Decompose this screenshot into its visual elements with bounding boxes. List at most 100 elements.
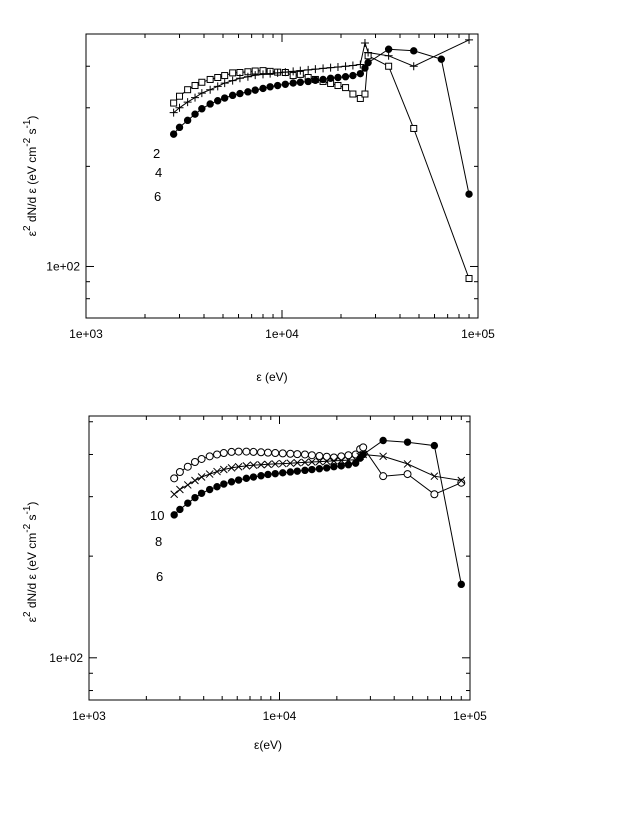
data-point	[271, 469, 279, 478]
data-point	[184, 86, 192, 94]
data-point	[430, 472, 439, 481]
data-point	[457, 580, 465, 589]
series-label: 2	[153, 146, 160, 161]
data-point	[457, 478, 466, 487]
y-label-text: dN/d ε (eV cm	[25, 147, 39, 226]
data-point	[170, 99, 178, 107]
y-tick-label: 1e+02	[49, 651, 83, 665]
data-point	[197, 489, 206, 497]
y-label-text: )	[25, 502, 39, 506]
data-point	[326, 63, 335, 72]
y-label-superscript: 2	[22, 611, 33, 617]
data-point	[364, 58, 372, 67]
data-point	[286, 468, 295, 476]
data-point	[356, 94, 364, 102]
data-point	[175, 123, 184, 132]
data-point	[170, 511, 178, 519]
series-label: 4	[155, 165, 162, 180]
data-point	[183, 98, 192, 107]
data-point	[334, 82, 342, 90]
data-point	[191, 110, 199, 118]
data-point	[296, 66, 305, 75]
series-8-x: 8	[155, 450, 466, 549]
data-point	[266, 83, 274, 91]
data-point	[349, 71, 357, 80]
data-point	[279, 469, 287, 477]
data-point	[356, 60, 365, 69]
data-point	[293, 458, 302, 467]
data-point	[315, 465, 324, 473]
data-point	[183, 481, 192, 489]
series-4-plus: 4	[155, 35, 474, 180]
data-point	[273, 68, 282, 77]
data-point	[385, 62, 393, 70]
data-point	[315, 451, 324, 460]
data-point	[301, 458, 309, 467]
data-point	[191, 82, 199, 90]
data-point	[337, 452, 346, 461]
data-point	[286, 459, 295, 468]
data-point	[403, 470, 412, 479]
data-point	[337, 456, 346, 465]
y-axis-label: ε2 dN/d ε (eV cm-2 s-1)	[22, 116, 39, 237]
data-point	[278, 449, 287, 458]
data-point	[170, 474, 179, 483]
data-point	[249, 473, 258, 481]
data-point	[228, 91, 237, 100]
data-point	[307, 451, 316, 460]
x-tick-label: 1e+04	[263, 709, 297, 723]
series-label: 6	[156, 569, 163, 584]
data-point	[213, 483, 221, 491]
data-point	[249, 461, 258, 469]
data-point	[228, 76, 237, 85]
y-tick-label: 1e+02	[46, 259, 80, 273]
data-point	[214, 97, 222, 105]
data-point	[344, 461, 353, 469]
data-point	[379, 436, 387, 445]
data-point	[457, 476, 466, 485]
x-axis-label: ε (eV)	[256, 370, 287, 384]
data-point	[205, 452, 214, 461]
data-point	[322, 457, 331, 466]
y-axis-label: ε2 dN/d ε (eV cm-2 s-1)	[22, 502, 39, 623]
data-point	[213, 82, 222, 91]
series-10-open-circle: 10	[150, 443, 466, 523]
data-point	[191, 93, 200, 102]
data-point	[236, 89, 244, 98]
data-point	[234, 476, 243, 484]
series-6-filled-circle: 6	[156, 436, 465, 589]
data-point	[301, 466, 309, 475]
data-point	[244, 88, 252, 96]
data-point	[342, 84, 350, 92]
data-point	[219, 449, 228, 458]
data-point	[361, 90, 369, 98]
data-point	[219, 465, 228, 474]
data-point	[264, 460, 272, 469]
data-point	[319, 75, 327, 84]
data-point	[326, 74, 335, 82]
data-point	[359, 443, 368, 452]
data-point	[220, 94, 229, 102]
data-point	[251, 71, 260, 80]
data-point	[234, 462, 243, 471]
data-point	[184, 499, 192, 507]
data-point	[360, 38, 369, 47]
data-point	[281, 80, 290, 88]
data-point	[289, 67, 298, 76]
data-point	[190, 458, 199, 467]
y-label-text: ε	[25, 230, 39, 236]
data-point	[271, 460, 280, 468]
data-point	[176, 505, 184, 514]
data-point	[205, 485, 214, 494]
data-point	[175, 467, 184, 476]
data-point	[329, 453, 338, 462]
data-point	[175, 103, 184, 112]
series-label: 6	[154, 189, 161, 204]
data-point	[465, 275, 473, 283]
data-point	[259, 84, 267, 93]
data-point	[437, 55, 446, 63]
data-point	[197, 473, 206, 481]
data-point	[176, 92, 184, 100]
